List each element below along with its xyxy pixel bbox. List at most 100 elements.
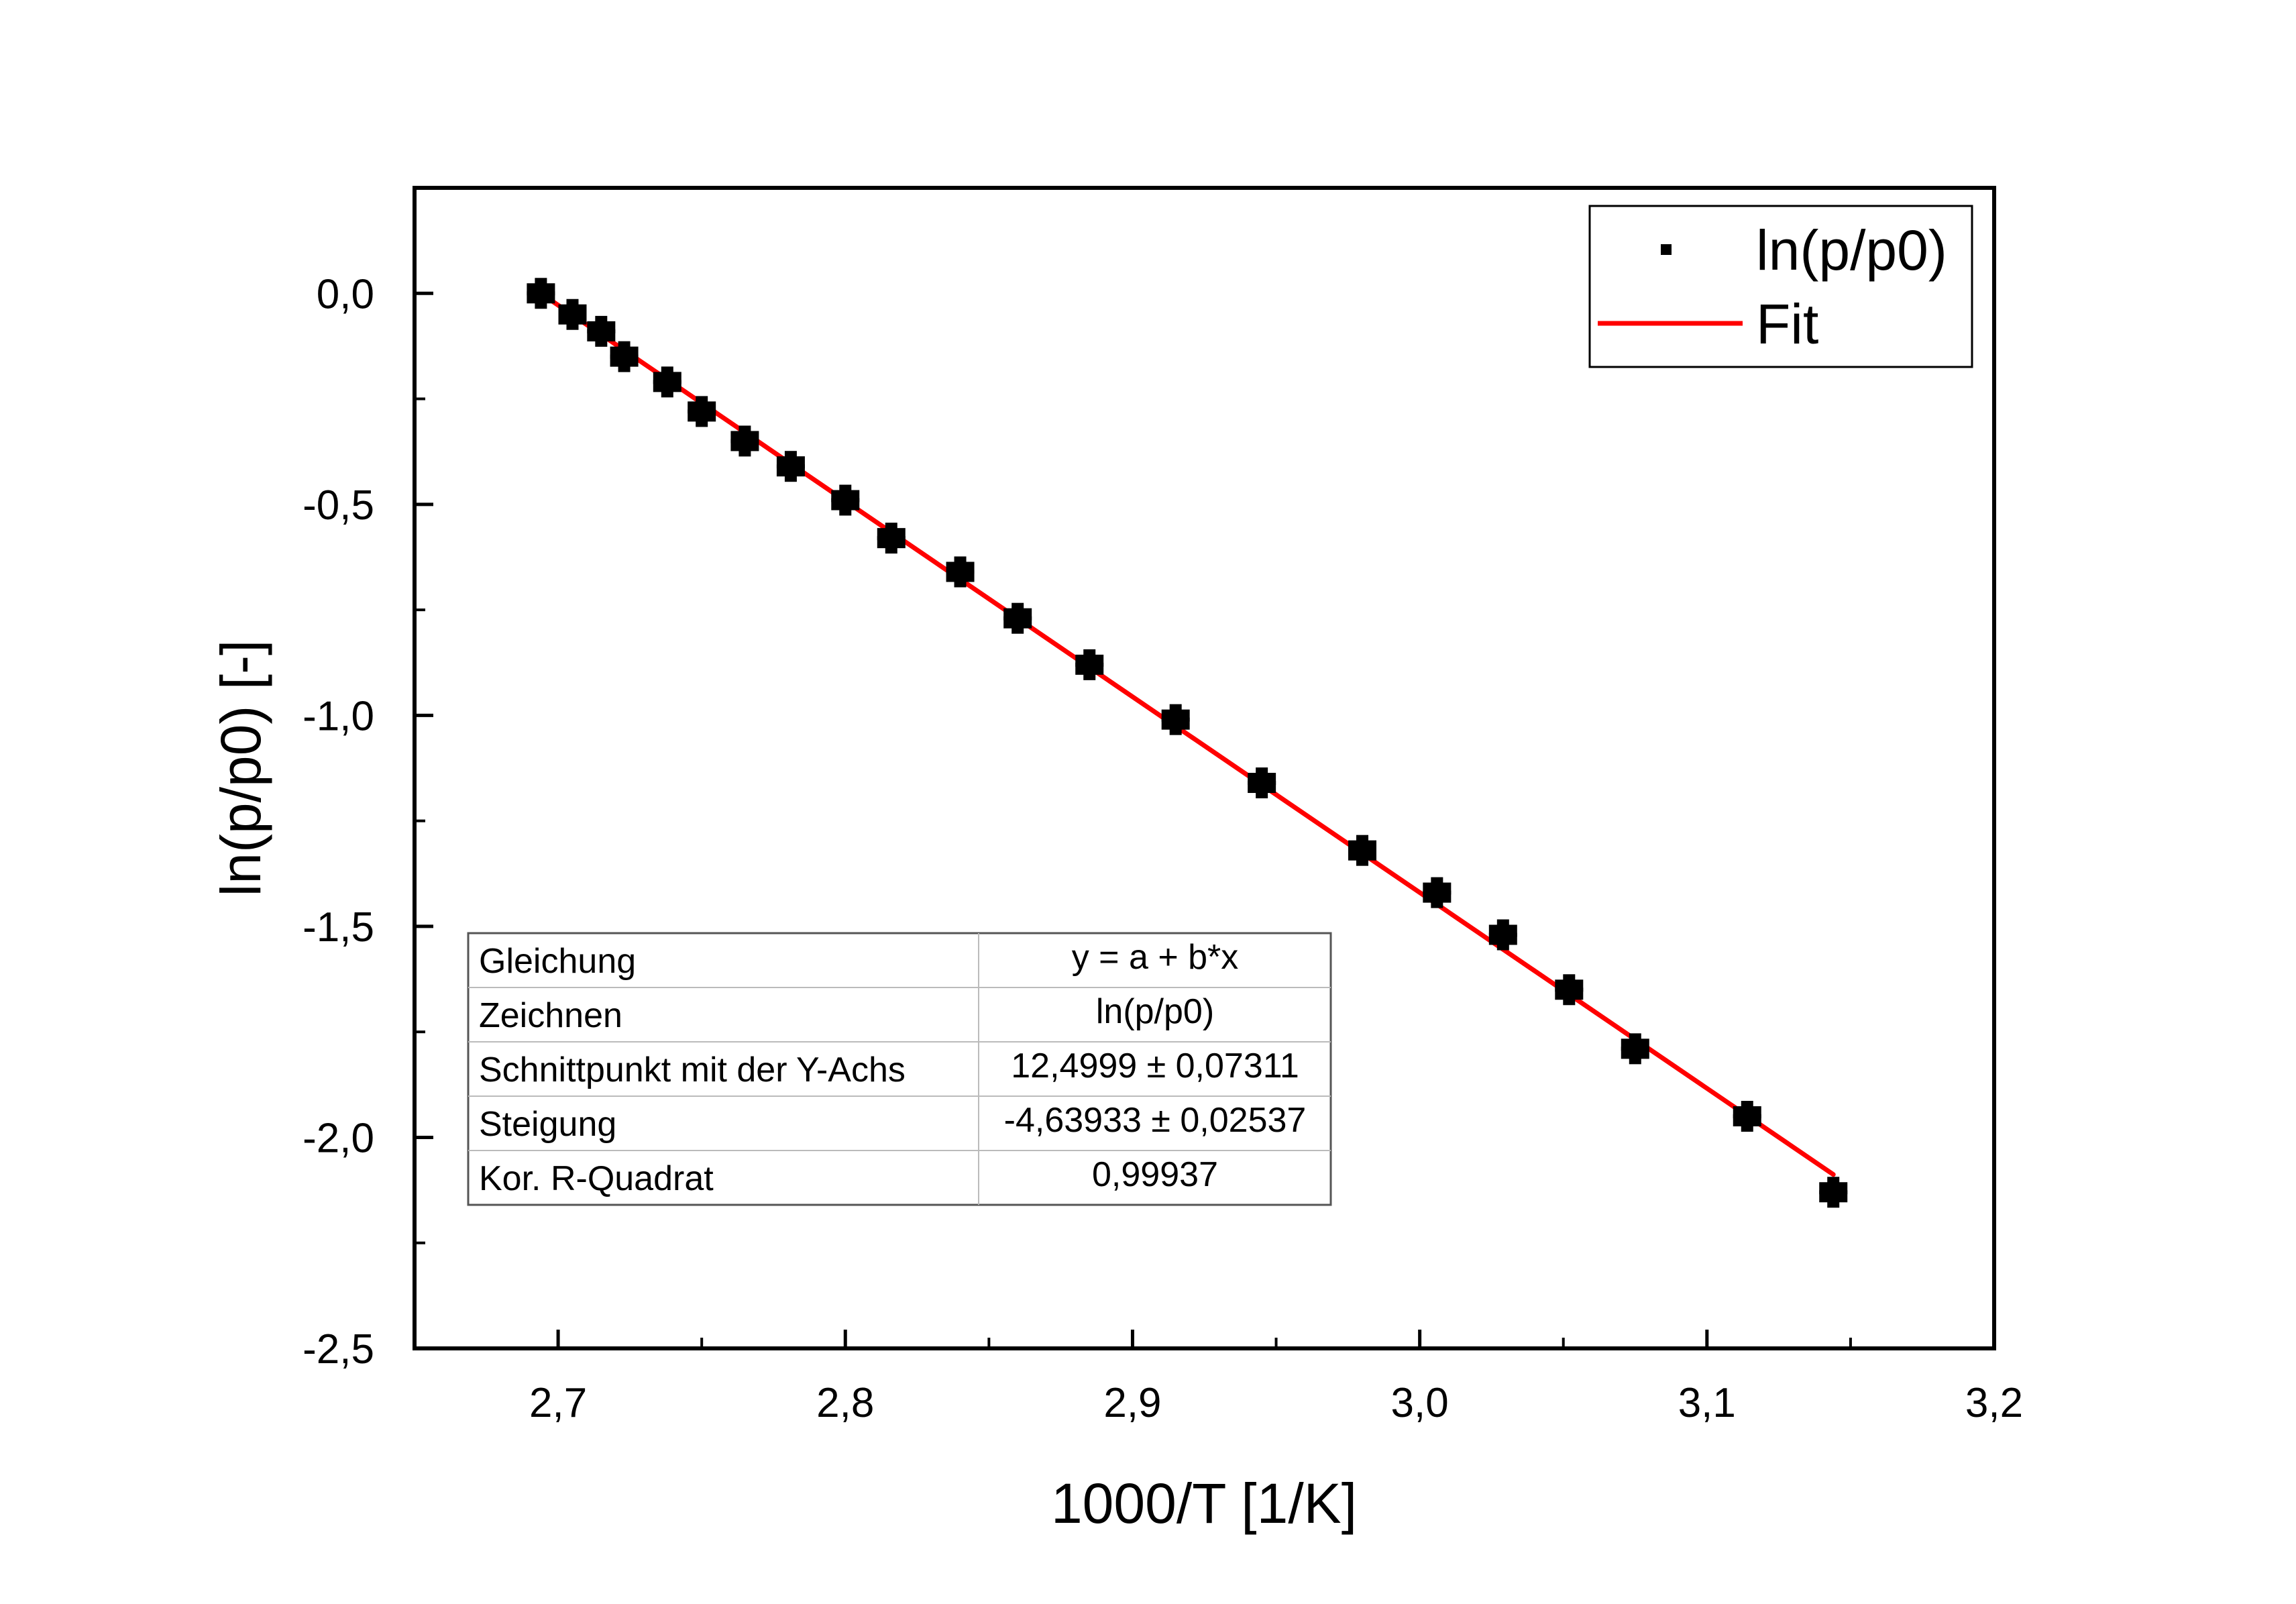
data-point-marker: [618, 341, 631, 354]
data-point-marker: [1741, 1120, 1753, 1132]
data-point: [1423, 877, 1452, 908]
data-point-marker: [1563, 993, 1576, 1006]
data-point-marker: [1356, 835, 1368, 847]
fit-results-table: Gleichung y = a + b*x Zeichnen ln(p/p0) …: [467, 932, 1332, 1206]
data-point: [653, 366, 681, 398]
data-point: [730, 425, 759, 457]
data-point: [831, 484, 860, 516]
data-point-marker: [739, 444, 751, 457]
data-point-marker: [566, 299, 579, 311]
data-point-marker: [954, 556, 967, 569]
data-point-marker: [1563, 974, 1576, 987]
data-point-marker: [1173, 713, 1186, 726]
data-point-marker: [566, 317, 579, 330]
data-point-marker: [1500, 928, 1513, 941]
data-point-marker: [618, 360, 631, 372]
legend-frame: [1588, 205, 1973, 368]
data-point: [1075, 649, 1104, 680]
data-point: [1733, 1101, 1761, 1132]
data-point: [1161, 704, 1190, 735]
data-point-marker: [1435, 886, 1447, 899]
data-point-marker: [784, 451, 797, 464]
data-point: [1248, 767, 1276, 799]
data-point-marker: [696, 415, 708, 427]
data-point-marker: [535, 278, 547, 290]
data-point-marker: [570, 308, 583, 321]
data-point-marker: [889, 532, 901, 545]
fit-table-value-intercept: 12,4999 ± 0,07311: [1011, 1047, 1299, 1085]
data-point-marker: [696, 396, 708, 409]
data-point: [527, 278, 555, 309]
data-point: [1003, 602, 1032, 634]
y-tick-label: -2,0: [303, 1115, 374, 1161]
data-point: [1348, 835, 1376, 866]
data-point-marker: [839, 503, 852, 516]
data-point: [1819, 1177, 1848, 1208]
data-point-marker: [1016, 612, 1028, 625]
data-point-marker: [700, 405, 712, 418]
scatter-series: [527, 278, 1848, 1208]
fit-table-value-slope: -4,63933 ± 0,02537: [1004, 1101, 1307, 1140]
data-point-marker: [788, 460, 801, 473]
data-point: [1555, 974, 1584, 1006]
data-point-marker: [885, 523, 897, 535]
fit-table-label-slope: Steigung: [479, 1105, 616, 1144]
data-point-marker: [1629, 1052, 1641, 1065]
data-point-marker: [1831, 1186, 1844, 1199]
data-point-marker: [1260, 777, 1272, 790]
data-point-marker: [839, 484, 852, 497]
fit-table-label-r-squared: Kor. R-Quadrat: [479, 1159, 714, 1198]
y-tick-label: 0,0: [317, 271, 374, 317]
data-point-marker: [535, 297, 547, 309]
data-point: [587, 315, 616, 347]
data-point-marker: [1012, 602, 1024, 615]
data-point: [1621, 1033, 1649, 1065]
fit-table-label-plot: Zeichnen: [479, 996, 622, 1035]
data-point-marker: [1356, 853, 1368, 866]
data-point-marker: [595, 334, 608, 347]
data-point-marker: [743, 435, 755, 447]
legend-label-scatter: ln(p/p0): [1756, 219, 1947, 282]
fit-table-value-r-squared: 0,99937: [1092, 1155, 1218, 1194]
data-point-marker: [1827, 1195, 1840, 1208]
data-point-marker: [954, 575, 967, 588]
data-point-marker: [1256, 786, 1268, 799]
data-point-marker: [784, 470, 797, 482]
data-point-marker: [1169, 704, 1182, 716]
data-point-marker: [1629, 1033, 1641, 1046]
plot-frame: [413, 186, 1996, 1350]
fit-table-value-plot: ln(p/p0): [1096, 992, 1214, 1031]
data-point-marker: [1256, 767, 1268, 780]
x-tick-label: 3,0: [1391, 1380, 1449, 1426]
data-point-marker: [599, 325, 612, 337]
data-point-marker: [958, 566, 971, 578]
fit-table-label-intercept: Schnittpunkt mit der Y-Achs: [479, 1051, 906, 1089]
data-point: [558, 299, 587, 330]
x-tick-label: 3,1: [1678, 1380, 1736, 1426]
data-point-marker: [1741, 1101, 1753, 1113]
data-point-marker: [1012, 621, 1024, 634]
x-tick-label: 2,7: [529, 1380, 587, 1426]
data-point-marker: [1169, 723, 1182, 735]
data-point: [610, 341, 639, 372]
data-point: [946, 556, 975, 588]
data-point-marker: [1496, 938, 1509, 951]
x-tick-label: 2,9: [1103, 1380, 1161, 1426]
legend-marker-scatter: [1661, 244, 1672, 255]
data-point-marker: [595, 315, 608, 328]
data-point-marker: [885, 541, 897, 554]
data-point-marker: [1431, 896, 1443, 908]
y-tick-label: -0,5: [303, 482, 374, 529]
data-point-marker: [665, 376, 677, 388]
data-point-marker: [1745, 1110, 1757, 1122]
data-point: [776, 451, 805, 482]
data-point-marker: [1827, 1177, 1840, 1189]
data-point-marker: [1083, 667, 1096, 680]
data-point-marker: [1087, 658, 1100, 671]
data-point-marker: [1083, 649, 1096, 661]
data-point-marker: [661, 366, 673, 379]
y-tick-label: -1,5: [303, 904, 374, 951]
data-point-marker: [1633, 1042, 1645, 1055]
x-tick-label: 3,2: [1965, 1380, 2023, 1426]
